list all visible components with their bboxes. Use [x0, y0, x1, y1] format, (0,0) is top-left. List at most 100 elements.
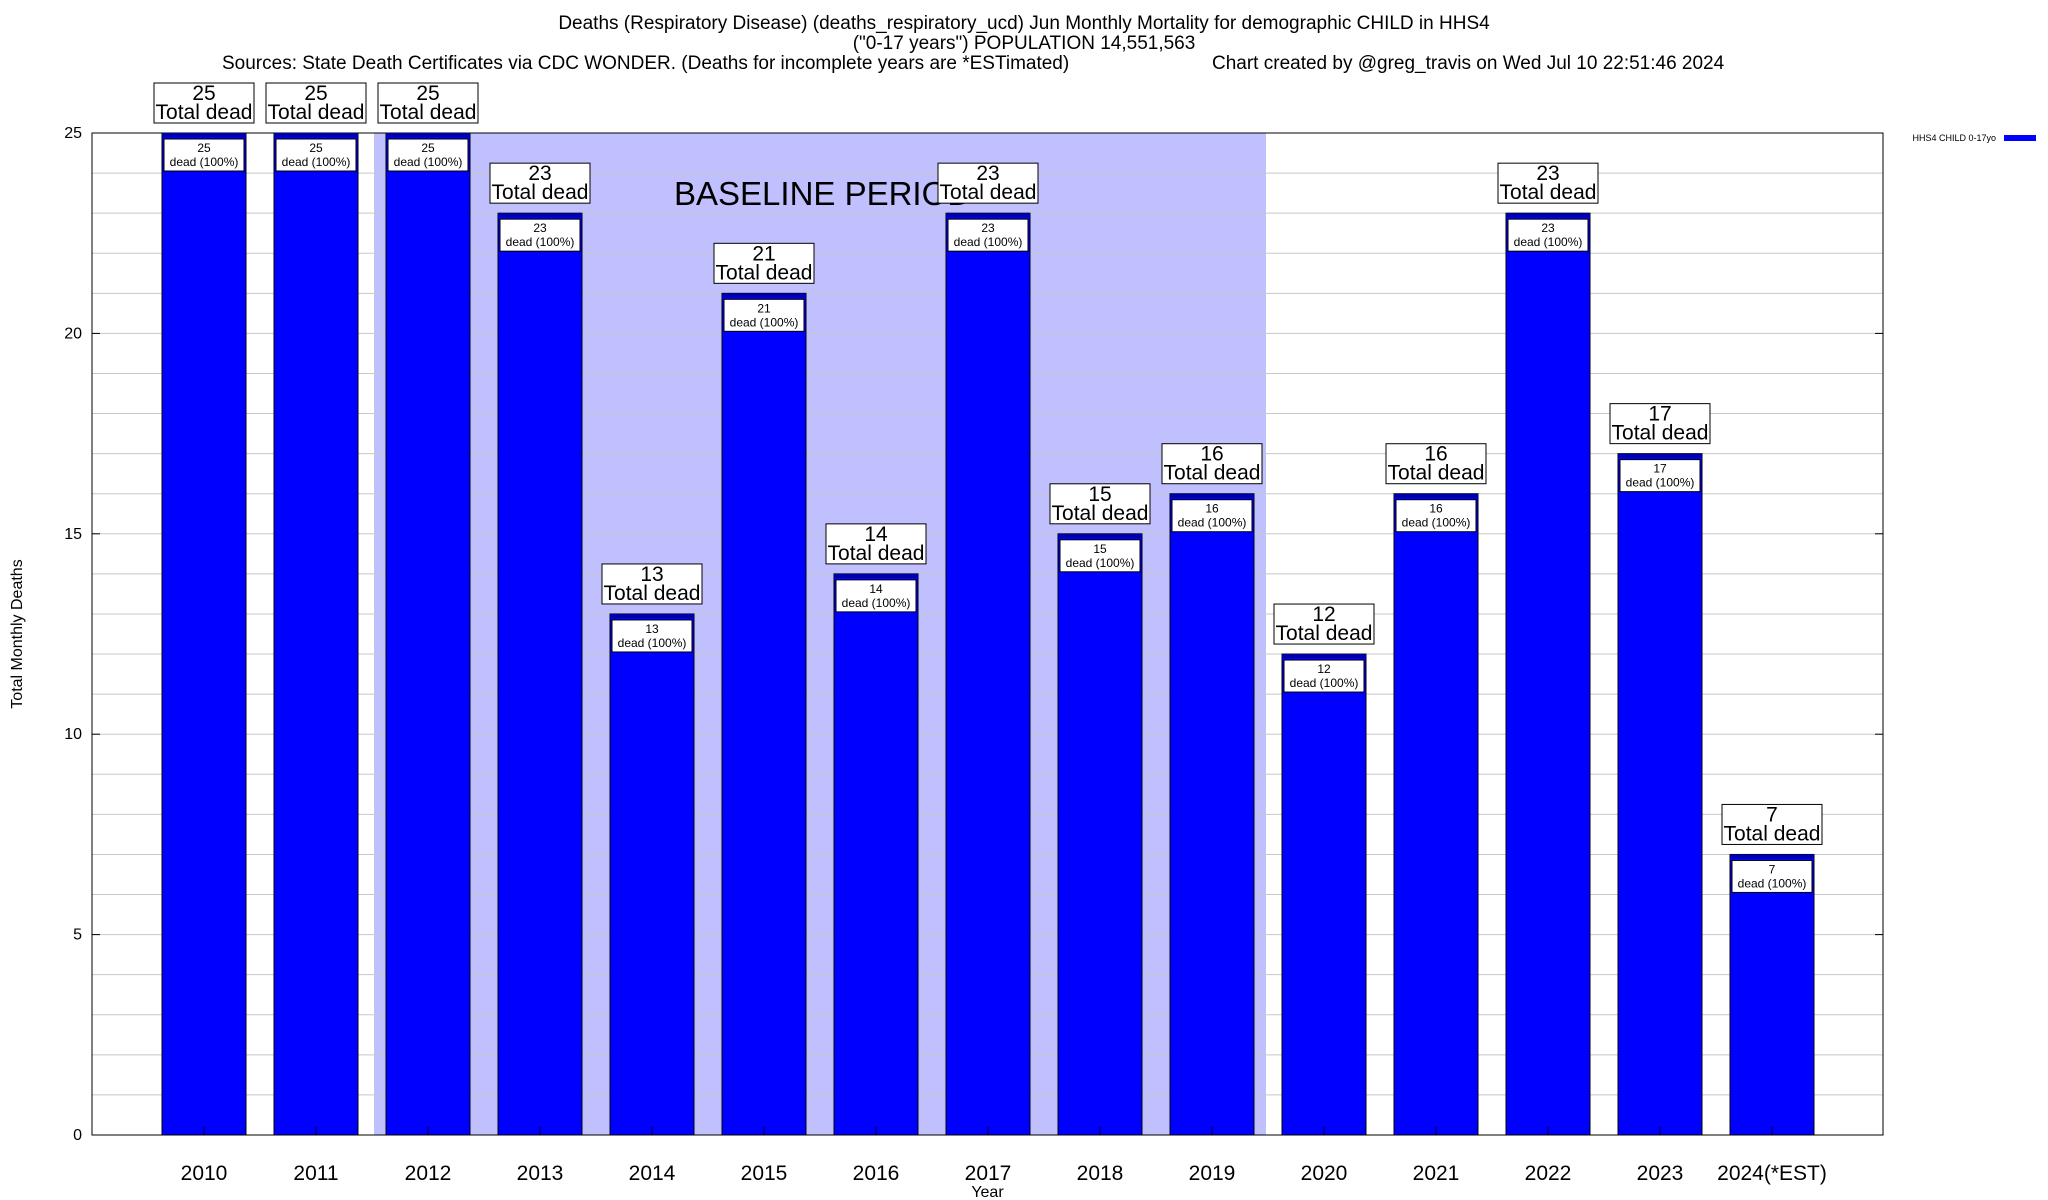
inner-label-box: [1507, 218, 1589, 252]
bar: [1057, 533, 1143, 1136]
bar: [273, 132, 359, 1136]
bar: [833, 573, 919, 1136]
bar: [609, 613, 695, 1136]
x-tick-label: 2013: [517, 1162, 564, 1185]
bar-cap: [1058, 533, 1142, 538]
total-label-text: Total dead: [828, 542, 925, 565]
total-label-box: [937, 162, 1039, 204]
total-label-box: [1161, 443, 1263, 485]
inner-label-box: [1619, 459, 1701, 493]
inner-label-box: [835, 579, 917, 613]
bar: [1617, 453, 1703, 1136]
total-label-box: [825, 523, 927, 565]
total-label-text: Total dead: [268, 101, 365, 124]
total-label-text: Total dead: [1164, 462, 1261, 485]
y-tick-label: 15: [64, 526, 82, 543]
inner-label-value: 14: [869, 582, 883, 596]
total-label-box: [1273, 603, 1375, 645]
inner-label-text: dead (100%): [1402, 516, 1471, 530]
bar-cap: [1170, 493, 1254, 498]
total-label-text: Total dead: [716, 261, 813, 284]
total-label-text: Total dead: [1388, 462, 1485, 485]
inner-label-text: dead (100%): [1626, 476, 1695, 490]
total-label-box: [153, 82, 255, 124]
inner-label-text: dead (100%): [282, 155, 351, 169]
inner-label-value: 12: [1317, 662, 1331, 676]
inner-label-value: 25: [421, 141, 435, 155]
total-label-value: 25: [304, 82, 327, 105]
total-label-value: 16: [1200, 443, 1223, 466]
baseline-period-label: BASELINE PERIOD: [674, 175, 971, 212]
total-label-box: [265, 82, 367, 124]
inner-label-box: [1059, 539, 1141, 573]
x-tick-label: 2010: [181, 1162, 228, 1185]
total-label-text: Total dead: [492, 181, 589, 204]
inner-label-text: dead (100%): [1290, 676, 1359, 690]
bar-cap: [722, 293, 806, 298]
total-label-value: 7: [1766, 803, 1778, 826]
total-label-value: 12: [1312, 603, 1335, 626]
inner-label-value: 7: [1769, 862, 1776, 876]
total-label-text: Total dead: [940, 181, 1037, 204]
bar: [1281, 653, 1367, 1136]
y-tick-label: 25: [64, 125, 82, 142]
inner-label-text: dead (100%): [618, 636, 687, 650]
x-tick-label: 2022: [1525, 1162, 1572, 1185]
total-label-text: Total dead: [604, 582, 701, 605]
x-tick-label: 2023: [1637, 1162, 1684, 1185]
chart-title-line2: ("0-17 years") POPULATION 14,551,563: [852, 33, 1196, 54]
total-label-value: 16: [1424, 443, 1447, 466]
inner-label-value: 25: [309, 141, 323, 155]
total-label-value: 25: [192, 82, 215, 105]
total-label-text: Total dead: [156, 101, 253, 124]
inner-label-box: [723, 298, 805, 332]
x-axis-title: Year: [971, 1184, 1004, 1200]
total-label-text: Total dead: [1724, 822, 1821, 845]
total-label-box: [377, 82, 479, 124]
bar: [1169, 493, 1255, 1136]
total-label-value: 13: [640, 563, 663, 586]
bar: [721, 292, 807, 1136]
bar-cap: [1618, 453, 1702, 458]
x-tick-label: 2015: [741, 1162, 788, 1185]
x-tick-label: 2019: [1189, 1162, 1236, 1185]
inner-label-value: 15: [1093, 542, 1107, 556]
total-label-box: [1385, 443, 1487, 485]
bar-cap: [162, 133, 246, 137]
inner-label-value: 23: [533, 221, 547, 235]
bar-cap: [834, 573, 918, 578]
x-tick-label: 2011: [293, 1162, 338, 1185]
inner-label-text: dead (100%): [170, 155, 239, 169]
inner-label-value: 23: [1541, 221, 1555, 235]
inner-label-text: dead (100%): [1178, 516, 1247, 530]
total-label-value: 21: [752, 242, 775, 265]
y-axis-title: Total Monthly Deaths: [9, 559, 26, 708]
inner-label-box: [499, 218, 581, 252]
inner-label-box: [947, 218, 1029, 252]
y-tick-label: 20: [64, 325, 82, 342]
inner-label-text: dead (100%): [730, 315, 799, 329]
bar: [1505, 212, 1591, 1136]
inner-label-text: dead (100%): [1514, 235, 1583, 249]
x-tick-label: 2014: [629, 1162, 676, 1185]
bar-cap: [1506, 213, 1590, 218]
total-label-text: Total dead: [1052, 502, 1149, 525]
total-label-value: 17: [1648, 403, 1671, 426]
total-label-value: 25: [416, 82, 439, 105]
x-tick-label: 2021: [1413, 1162, 1460, 1185]
inner-label-value: 16: [1205, 502, 1219, 516]
total-label-box: [489, 162, 591, 204]
inner-label-text: dead (100%): [954, 235, 1023, 249]
bar: [945, 212, 1031, 1136]
y-tick-label: 0: [73, 1127, 82, 1144]
total-label-value: 14: [864, 523, 888, 546]
bar: [385, 132, 471, 1136]
inner-label-text: dead (100%): [1738, 876, 1807, 890]
bar-cap: [1730, 854, 1814, 859]
total-label-box: [1721, 803, 1823, 845]
bar-cap: [946, 213, 1030, 218]
inner-label-box: [275, 138, 357, 172]
total-label-value: 15: [1088, 483, 1111, 506]
inner-label-value: 21: [757, 301, 771, 315]
